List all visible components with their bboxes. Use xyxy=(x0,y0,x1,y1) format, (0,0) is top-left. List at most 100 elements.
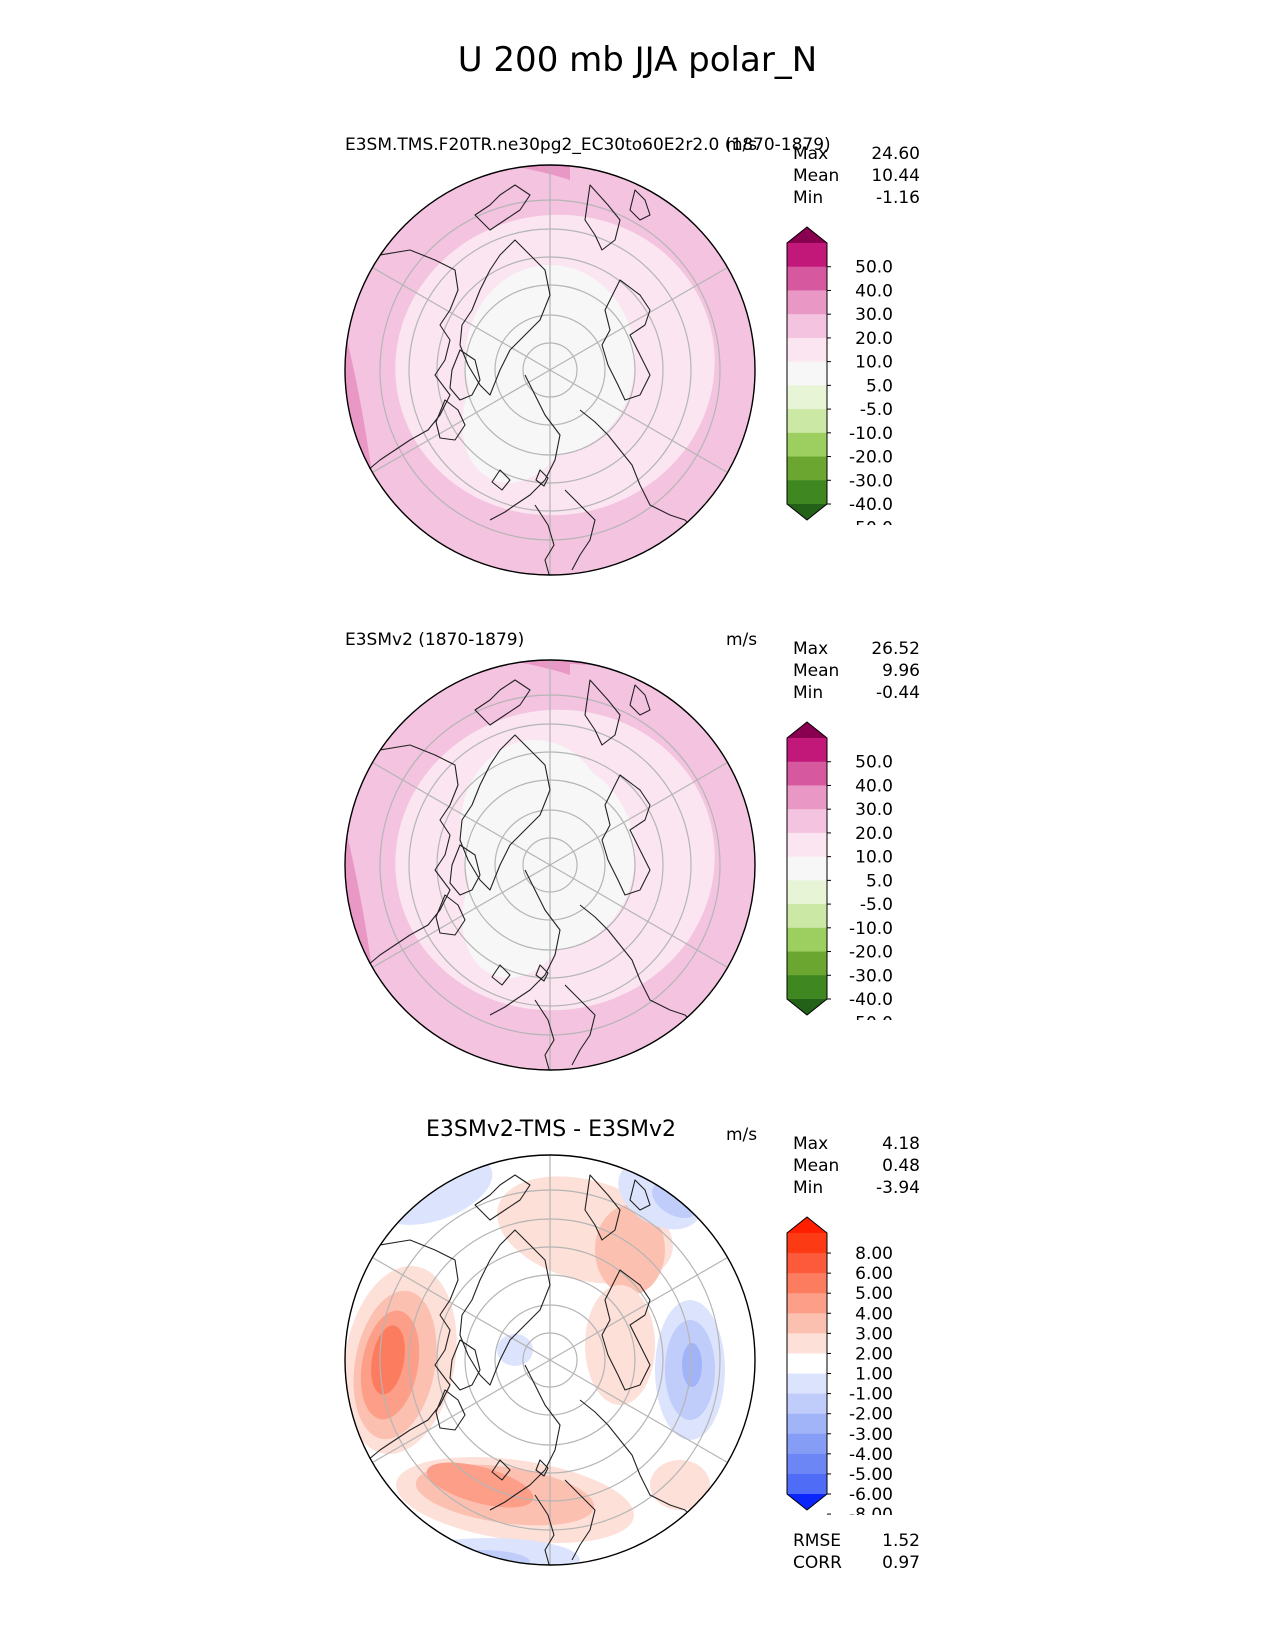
colorbar-segment xyxy=(787,480,827,505)
panel-title: E3SMv2-TMS - E3SMv2 xyxy=(426,1117,676,1142)
colorbar-segment xyxy=(787,927,827,953)
coastline xyxy=(579,1399,701,1526)
coastline xyxy=(449,1339,481,1391)
stat-min: Min -3.94 xyxy=(793,1178,920,1198)
stat-rmse: RMSE 1.52 xyxy=(793,1531,920,1551)
coastline xyxy=(459,239,551,396)
coastline xyxy=(435,399,466,441)
colorbar-extend-min xyxy=(787,504,827,520)
coastline xyxy=(629,684,651,716)
colorbar-tick-label: -1.00 xyxy=(849,1385,893,1405)
coastline xyxy=(601,774,651,896)
colorbar-tick-label: 20.0 xyxy=(855,824,893,844)
colorbar-segment xyxy=(787,809,827,834)
stat-mean: Mean 9.96 xyxy=(793,661,920,681)
colorbar-tick-label: 10.0 xyxy=(855,353,893,373)
colorbar-tick-label: -40.0 xyxy=(849,495,893,515)
colorbar-segment xyxy=(787,1293,827,1314)
meridian-line xyxy=(549,864,728,969)
colorbar-segment xyxy=(787,385,827,410)
meridian-line xyxy=(549,761,728,866)
coastline xyxy=(584,1174,621,1241)
coastline xyxy=(584,679,621,746)
colorbar-extend-max xyxy=(787,227,827,243)
stat-max: Max 26.52 xyxy=(793,639,920,659)
polar-map xyxy=(344,164,756,576)
colorbar-segment xyxy=(787,1273,827,1294)
field-level-neg5-5 xyxy=(462,337,578,483)
colorbar-tick-label: 30.0 xyxy=(855,800,893,820)
colorbar-tick-label: 20.0 xyxy=(855,329,893,349)
coastline xyxy=(489,869,561,1016)
colorbar-extend-max xyxy=(787,722,827,738)
field-level-1-2 xyxy=(585,1285,655,1405)
coastline xyxy=(435,894,466,936)
colorbar-segment xyxy=(787,1353,827,1375)
field-level-4-5 xyxy=(371,1325,405,1395)
coastline xyxy=(491,1459,511,1481)
colorbar-tick-label: -20.0 xyxy=(849,943,893,963)
coastline xyxy=(534,504,555,575)
coastline xyxy=(564,984,596,1066)
meridian-line xyxy=(549,266,728,371)
coastline xyxy=(535,1459,549,1477)
colorbar: 50.0 40.0 30.0 20.0 10.0 5.0 -5.0 -10.0 -20.0 -30… xyxy=(786,721,893,1020)
colorbar-segment xyxy=(787,266,827,291)
field-level-neg5-5 xyxy=(460,740,610,920)
colorbar-tick-label: 6.00 xyxy=(855,1264,893,1284)
colorbar-segment xyxy=(787,337,827,363)
map-boundary xyxy=(344,659,756,1071)
field-level-neg2-neg1 xyxy=(497,1334,533,1366)
colorbar-tick-label: -30.0 xyxy=(849,471,893,491)
colorbar-tick-label: -2.00 xyxy=(849,1405,893,1425)
colorbar-segment xyxy=(787,1313,827,1334)
coastline xyxy=(535,964,549,982)
units-label: m/s xyxy=(726,1125,758,1145)
coastline xyxy=(474,1174,531,1221)
coastline xyxy=(564,1479,596,1561)
colorbar-segment xyxy=(787,1253,827,1274)
units-label: m/s xyxy=(726,630,758,650)
coastline xyxy=(474,679,531,726)
colorbar-segment xyxy=(787,1393,827,1415)
colorbar-tick-label: -3.00 xyxy=(849,1425,893,1445)
colorbar-segment xyxy=(787,432,827,458)
panel-test: E3SM.TMS.F20TR.ne30pg2_EC30to60E2r2.0 (1… xyxy=(0,135,1275,615)
colorbar-tick-label: -50.0 xyxy=(849,1014,893,1020)
coastline xyxy=(459,1229,551,1386)
coastline xyxy=(601,1269,651,1391)
colorbar-tick-label: 3.00 xyxy=(855,1324,893,1344)
stats-block: Max 26.52 Mean 9.96 Min -0.44 xyxy=(793,638,920,704)
map-field xyxy=(345,165,755,575)
colorbar-segment xyxy=(787,1373,827,1395)
coastline xyxy=(449,349,481,401)
colorbar-tick-label: -10.0 xyxy=(849,919,893,939)
panel-title: E3SMv2 (1870-1879) xyxy=(345,630,525,650)
coastline xyxy=(491,964,511,986)
meridian-line xyxy=(372,864,551,969)
colorbar-segment xyxy=(787,832,827,858)
colorbar-segment xyxy=(787,904,827,929)
colorbar-extend-min xyxy=(787,1494,827,1510)
map-boundary xyxy=(344,1154,756,1566)
field-level-3-4 xyxy=(426,1462,534,1508)
panel-title: E3SM.TMS.F20TR.ne30pg2_EC30to60E2r2.0 (1… xyxy=(345,135,831,155)
colorbar-segment xyxy=(787,1473,827,1495)
colorbar-tick-label: 10.0 xyxy=(855,848,893,868)
colorbar-segment xyxy=(787,880,827,905)
polar-map xyxy=(344,1154,756,1566)
colorbar-tick-label: 5.0 xyxy=(866,376,893,396)
coastline xyxy=(491,469,511,491)
meridian-line xyxy=(372,1359,551,1464)
map-boundary xyxy=(344,164,756,576)
colorbar-segment xyxy=(787,856,827,881)
colorbar-segment xyxy=(787,409,827,434)
stat-mean: Mean 0.48 xyxy=(793,1156,920,1176)
panel-title-period: (1870-1879) xyxy=(724,135,831,155)
coastline xyxy=(579,409,701,536)
polar-map xyxy=(344,659,756,1071)
coastline xyxy=(629,1179,651,1211)
diff-extra-stats: RMSE 1.52 CORR 0.97 xyxy=(793,1530,920,1574)
map-field xyxy=(345,1155,755,1565)
colorbar-tick-label: -10.0 xyxy=(849,424,893,444)
